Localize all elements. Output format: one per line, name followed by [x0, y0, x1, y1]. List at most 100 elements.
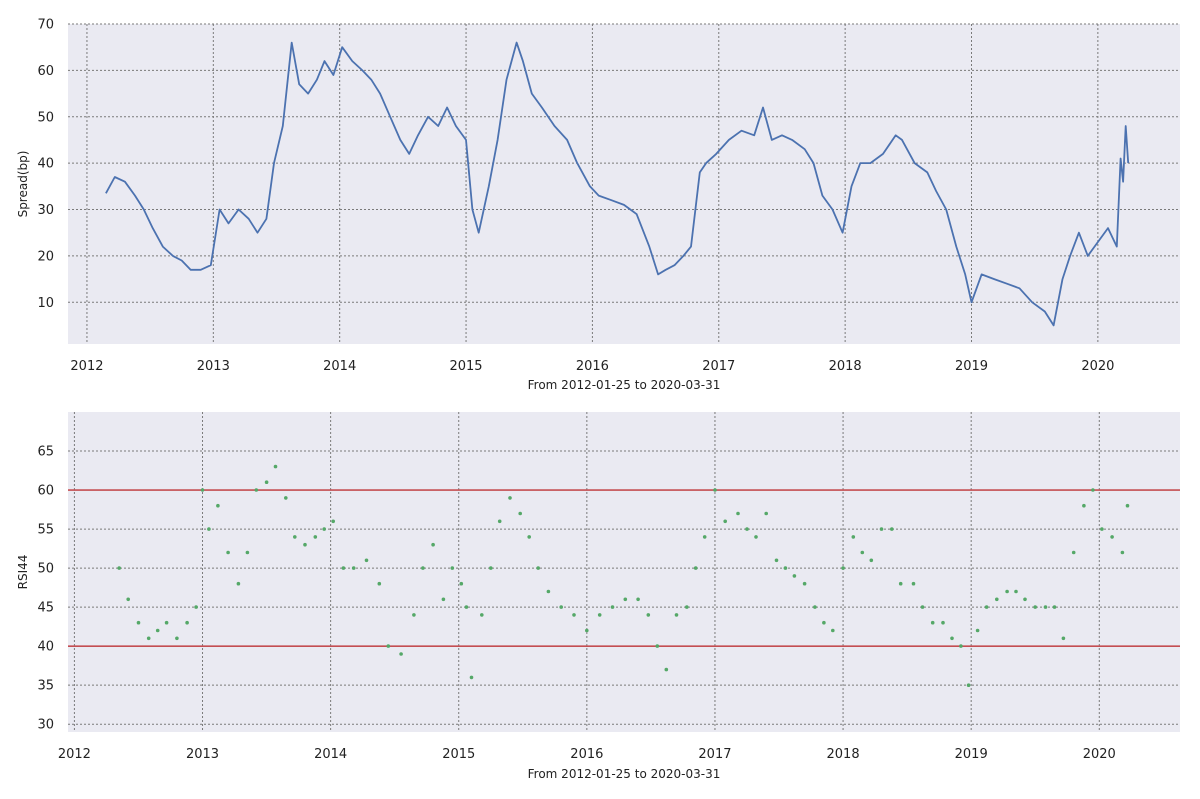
x-tick-label: 2013	[186, 747, 219, 762]
x-tick-label: 2016	[570, 747, 603, 762]
rsi-point	[1120, 550, 1125, 555]
rsi-point	[702, 535, 707, 539]
y-tick-label: 35	[37, 679, 54, 694]
rsi-point	[995, 597, 999, 602]
rsi-point	[1005, 589, 1009, 594]
x-tick-label: 2015	[449, 359, 482, 374]
y-tick-label: 10	[37, 296, 54, 311]
rsi-point	[860, 550, 865, 555]
rsi-point	[313, 535, 318, 539]
rsi-point	[117, 566, 121, 570]
rsi-point	[813, 605, 817, 609]
rsi-point	[146, 636, 151, 641]
rsi-point	[1082, 503, 1086, 508]
spread-y-tick-labels: 10 20 30 40 50 60 70	[37, 18, 54, 311]
rsi-point	[674, 613, 679, 617]
rsi-point	[930, 620, 935, 625]
x-tick-label: 2014	[314, 747, 347, 762]
rsi-point	[1023, 597, 1027, 602]
rsi-point	[126, 597, 130, 602]
rsi-point	[585, 628, 589, 633]
rsi-point	[508, 496, 512, 500]
x-tick-label: 2012	[70, 359, 103, 374]
rsi-point	[293, 535, 297, 539]
rsi-chart: 2012 2013 2014 2015 2016 2017 2018 2019 2020 303…	[16, 412, 1180, 781]
rsi-point	[841, 566, 845, 570]
y-tick-label: 45	[37, 601, 54, 616]
rsi-point	[322, 527, 327, 531]
x-tick-label: 2012	[58, 747, 91, 762]
rsi-point	[792, 574, 797, 578]
rsi-point	[655, 644, 660, 648]
rsi-point	[207, 527, 211, 531]
rsi-point	[869, 558, 874, 563]
rsi-point	[331, 519, 336, 524]
rsi-point	[1033, 605, 1037, 609]
y-tick-label: 65	[37, 445, 54, 460]
rsi-point	[1100, 527, 1104, 531]
y-tick-label: 30	[37, 203, 54, 218]
rsi-point	[1052, 605, 1057, 609]
rsi-point	[364, 558, 369, 563]
rsi-point	[216, 503, 220, 508]
rsi-point	[164, 620, 169, 625]
rsi-point	[226, 550, 230, 555]
rsi-point	[175, 636, 179, 641]
rsi-point	[723, 519, 727, 524]
rsi-point	[822, 620, 826, 625]
rsi-point	[754, 535, 758, 539]
rsi-threshold-lines	[68, 489, 1180, 647]
rsi-point	[527, 535, 531, 539]
rsi-y-axis-label: RSI44	[16, 555, 30, 590]
rsi-point	[693, 566, 698, 570]
rsi-point	[898, 581, 903, 586]
rsi-point	[489, 566, 493, 570]
spread-plot-background	[68, 24, 1180, 344]
rsi-point	[497, 519, 502, 524]
rsi-point	[610, 605, 615, 609]
rsi-point	[341, 566, 346, 570]
rsi-point	[377, 581, 382, 586]
rsi-point	[1014, 589, 1018, 594]
rsi-point	[459, 581, 464, 586]
spread-chart: 2012 2013 2014 2015 2016 2017 2018 2019 2020 10 2…	[16, 18, 1180, 392]
rsi-point	[851, 535, 856, 539]
rsi-x-tick-labels: 2012 2013 2014 2015 2016 2017 2018 2019 2020	[58, 747, 1116, 762]
rsi-point	[421, 566, 425, 570]
rsi-point	[155, 628, 160, 633]
rsi-point	[745, 527, 749, 531]
rsi-point	[646, 613, 651, 617]
rsi-point	[984, 605, 989, 609]
rsi-point	[911, 581, 916, 586]
rsi-point	[245, 550, 250, 555]
rsi-point	[546, 589, 551, 594]
y-tick-label: 40	[37, 640, 54, 655]
rsi-point	[412, 613, 416, 617]
rsi-point	[941, 620, 945, 625]
rsi-x-axis-label: From 2012-01-25 to 2020-03-31	[528, 767, 721, 781]
rsi-point	[441, 597, 446, 602]
rsi-point	[1125, 503, 1130, 508]
rsi-point	[685, 605, 689, 609]
rsi-point	[185, 620, 189, 625]
x-tick-label: 2016	[576, 359, 609, 374]
rsi-point	[879, 527, 884, 531]
rsi-point	[559, 605, 563, 609]
rsi-point	[920, 605, 925, 609]
x-tick-label: 2019	[955, 747, 988, 762]
spread-x-axis-label: From 2012-01-25 to 2020-03-31	[528, 378, 721, 392]
rsi-point	[273, 464, 278, 469]
rsi-point	[1091, 488, 1095, 492]
rsi-point	[136, 620, 141, 625]
y-tick-label: 40	[37, 157, 54, 172]
x-tick-label: 2018	[829, 359, 862, 374]
rsi-point	[1071, 550, 1076, 555]
rsi-point	[518, 511, 522, 516]
rsi-series	[117, 464, 1130, 687]
y-tick-label: 20	[37, 249, 54, 264]
rsi-point	[1061, 636, 1066, 641]
x-tick-label: 2019	[955, 359, 988, 374]
y-tick-label: 60	[37, 484, 54, 499]
y-tick-label: 30	[37, 718, 54, 733]
rsi-point	[1110, 535, 1114, 539]
